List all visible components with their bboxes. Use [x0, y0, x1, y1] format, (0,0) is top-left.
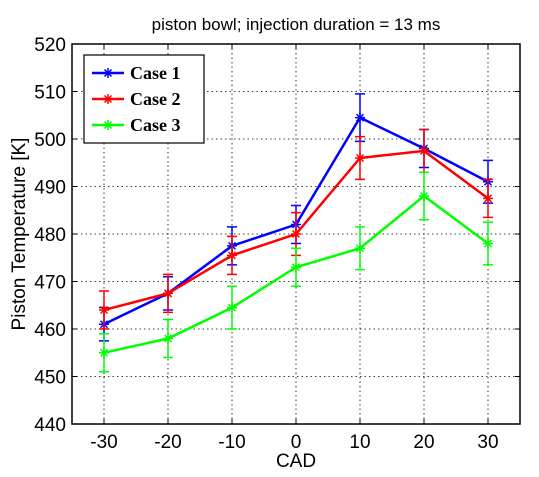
legend: Case 1 Case 2 Case 3 — [83, 54, 205, 144]
legend-item: Case 3 — [92, 115, 181, 135]
data-point — [163, 288, 173, 299]
series-case-3 — [99, 171, 493, 373]
marker-stroke — [291, 263, 301, 272]
data-point — [291, 262, 301, 273]
y-tick-label: 440 — [34, 415, 66, 436]
marker-stroke — [291, 229, 301, 239]
x-tick-label: 30 — [477, 432, 498, 453]
y-axis-label: Piston Temperature [K] — [9, 138, 30, 331]
legend-label: Case 3 — [130, 115, 181, 135]
marker-stroke — [355, 244, 365, 253]
marker-stroke — [419, 191, 429, 201]
chart-title: piston bowl; injection duration = 13 ms — [152, 15, 441, 34]
data-point — [483, 238, 493, 249]
data-point — [291, 229, 301, 239]
x-tick-label: -30 — [90, 432, 117, 453]
y-tick-label: 480 — [34, 225, 66, 246]
series-group — [99, 93, 493, 373]
marker-stroke — [163, 334, 173, 343]
data-point — [99, 347, 109, 358]
data-point — [483, 193, 493, 204]
legend-marker — [103, 120, 113, 130]
data-point — [163, 333, 173, 344]
marker-stroke — [227, 251, 237, 260]
x-tick-label: 0 — [291, 432, 302, 453]
legend-item: Case 1 — [92, 63, 181, 83]
y-tick-label: 450 — [34, 368, 66, 389]
x-tick-label: 20 — [413, 432, 434, 453]
data-point — [419, 145, 429, 156]
marker-stroke — [99, 305, 109, 315]
legend-label: Case 1 — [130, 63, 181, 83]
legend-label: Case 2 — [130, 89, 181, 109]
x-tick-label: -20 — [154, 432, 181, 453]
data-point — [355, 243, 365, 254]
y-tick-label: 500 — [34, 130, 66, 151]
x-tick-label: -10 — [218, 432, 245, 453]
y-tick-label: 520 — [34, 35, 66, 56]
data-point — [227, 302, 237, 313]
x-tick-label: 10 — [349, 432, 370, 453]
marker-stroke — [483, 194, 493, 203]
marker-stroke — [355, 113, 365, 122]
y-tick-label: 470 — [34, 273, 66, 294]
y-tick-label: 460 — [34, 320, 66, 341]
data-point — [355, 153, 365, 163]
x-axis-label: CAD — [276, 451, 316, 472]
marker-stroke — [103, 94, 113, 104]
marker-stroke — [163, 289, 173, 298]
marker-stroke — [355, 153, 365, 163]
marker-stroke — [99, 348, 109, 357]
data-point — [419, 191, 429, 201]
marker-stroke — [483, 239, 493, 248]
data-point — [355, 112, 365, 123]
marker-stroke — [103, 120, 113, 130]
legend-item: Case 2 — [92, 89, 181, 109]
data-point — [99, 305, 109, 315]
y-tick-label: 510 — [34, 83, 66, 104]
data-point — [227, 250, 237, 261]
marker-stroke — [227, 303, 237, 312]
marker-stroke — [419, 146, 429, 155]
axis-ticks: -30 -20 -10 0 10 20 30 440 450 460 470 480 490 500 510… — [34, 35, 520, 453]
y-tick-label: 490 — [34, 178, 66, 199]
legend-marker — [103, 94, 113, 104]
marker-stroke — [103, 68, 113, 78]
legend-marker — [103, 68, 113, 78]
